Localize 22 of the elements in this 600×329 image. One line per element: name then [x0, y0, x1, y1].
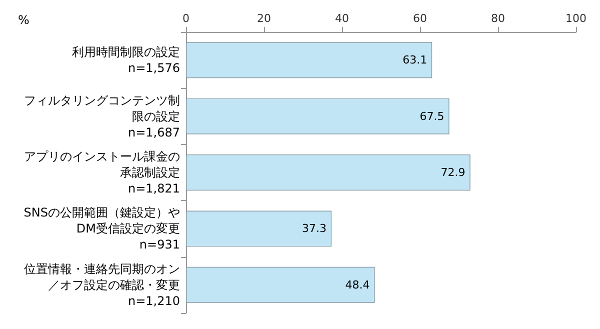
- y-tick-label: アプリのインストール課金の承認制設定 n=1,821: [24, 150, 180, 196]
- x-tick-label: 60: [413, 12, 427, 25]
- y-tick-label: フィルタリングコンテンツ制限の設定 n=1,687: [24, 93, 180, 140]
- bar: [186, 210, 332, 247]
- data-label: 67.5: [420, 110, 444, 123]
- x-tick-label: 0: [182, 12, 190, 25]
- data-label: 72.9: [440, 166, 466, 179]
- bar: [186, 98, 450, 134]
- x-tick-label: 100: [566, 12, 586, 25]
- x-tick-label: 40: [335, 12, 349, 25]
- x-tick-label: 20: [257, 12, 271, 25]
- x-tick-label: 80: [491, 12, 505, 25]
- data-label: 37.3: [302, 222, 326, 236]
- x-axis-title: %: [18, 13, 30, 27]
- y-tick-label: 位置情報・連絡先同期のオン／オフ設定の確認・変更 n=1,210: [24, 262, 180, 308]
- data-label: 63.1: [402, 54, 428, 67]
- bar: [186, 154, 470, 190]
- data-label: 48.4: [345, 278, 370, 292]
- bar: [186, 266, 375, 303]
- y-tick-label: 利用時間制限の設定 n=1,576: [72, 45, 180, 76]
- bar: [186, 42, 432, 78]
- y-tick-label: SNSの公開範囲（鍵設定）やDM受信設定の変更 n=931: [24, 206, 180, 252]
